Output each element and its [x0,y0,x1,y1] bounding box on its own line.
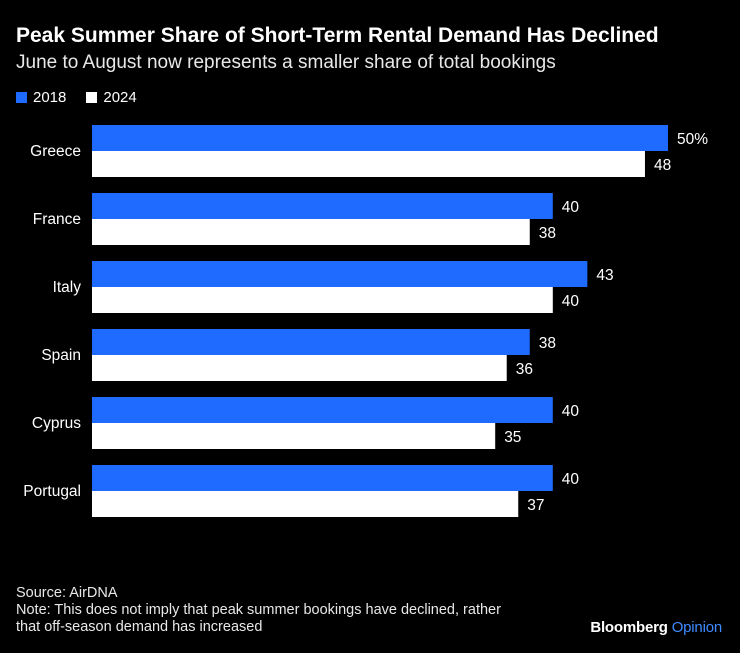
footer: Source: AirDNA Note: This does not imply… [16,585,501,636]
note-text-line-2: that off-season demand has increased [16,619,263,635]
bar-italy-2024 [92,287,553,313]
bar-portugal-2024 [92,491,519,517]
bar-spain-2024 [92,355,507,381]
bar-spain-2018 [92,329,530,355]
value-label-portugal-2018: 40 [562,471,580,488]
bar-cyprus-2024 [92,423,496,449]
category-label-cyprus: Cyprus [32,415,81,432]
legend-item-2018: 2018 [16,89,66,106]
legend-label-2018: 2018 [33,89,67,106]
value-label-cyprus-2024: 35 [504,429,521,446]
chart-subtitle: June to August now represents a smaller … [16,52,556,73]
legend-swatch-2024 [86,92,98,103]
category-label-italy: Italy [53,279,82,296]
value-label-italy-2024: 40 [562,293,580,310]
value-label-france-2024: 38 [539,225,556,242]
chart-title: Peak Summer Share of Short-Term Rental D… [16,24,659,47]
brand-section: Opinion [671,619,723,636]
bar-cyprus-2018 [92,397,553,423]
legend-label-2024: 2024 [103,89,137,106]
value-label-france-2018: 40 [562,199,580,216]
bar-france-2018 [92,193,553,219]
value-label-spain-2018: 38 [539,335,556,352]
brand-name: Bloomberg [590,619,668,636]
bar-france-2024 [92,219,530,245]
value-label-spain-2024: 36 [516,361,533,378]
value-label-italy-2018: 43 [596,267,613,284]
bar-chart: Greece 50% 48 France 40 38 Italy 43 40 Spain 38 36 C… [23,125,708,517]
value-label-greece-2018: 50% [677,131,708,148]
category-label-spain: Spain [41,347,81,364]
bar-italy-2018 [92,261,588,287]
bar-greece-2024 [92,151,645,177]
legend-swatch-2018 [16,92,27,103]
value-label-cyprus-2018: 40 [562,403,580,420]
source-text: Source: AirDNA [16,585,118,601]
category-label-greece: Greece [30,143,81,160]
category-label-portugal: Portugal [23,483,81,500]
bar-portugal-2018 [92,465,553,491]
bar-greece-2018 [92,125,668,151]
value-label-greece-2024: 48 [654,157,671,174]
brand-logo: Bloomberg Opinion [590,619,722,636]
note-text-line-1: Note: This does not imply that peak summ… [16,602,501,618]
category-label-france: France [33,211,81,228]
legend: 2018 2024 [16,89,157,106]
value-label-portugal-2024: 37 [527,497,544,514]
legend-item-2024: 2024 [86,89,137,106]
